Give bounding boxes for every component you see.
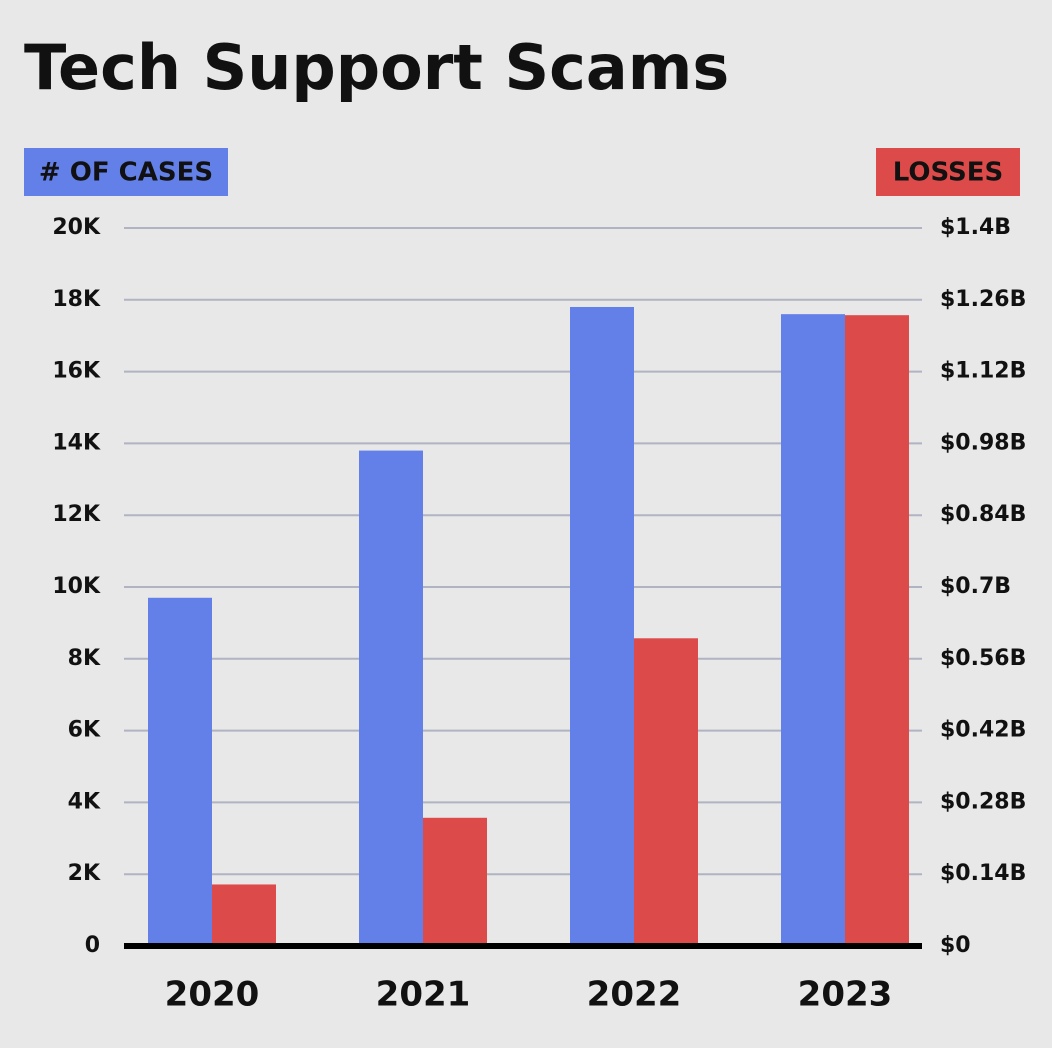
chart-title: Tech Support Scams — [24, 31, 729, 104]
y2-axis-label: LOSSES — [893, 158, 1004, 188]
y-tick-label: 10K — [52, 574, 101, 599]
y2-tick-label: $0.42B — [940, 718, 1026, 743]
y-tick-label: 16K — [52, 359, 101, 384]
y2-tick-label: $0 — [940, 933, 971, 958]
y-tick-label: 0 — [85, 933, 100, 958]
y2-tick-label: $0.98B — [940, 430, 1026, 455]
y2-tick-label: $0.14B — [940, 861, 1026, 886]
y-tick-label: 2K — [68, 861, 101, 886]
x-tick-label: 2021 — [376, 975, 471, 1015]
y-axis-label: # OF CASES — [39, 158, 213, 188]
y-tick-label: 20K — [52, 215, 101, 240]
bar — [634, 638, 698, 946]
bar — [570, 306, 634, 947]
y-tick-label: 12K — [52, 502, 101, 527]
y2-tick-label: $0.84B — [940, 502, 1026, 527]
bar — [781, 314, 845, 946]
bar — [148, 597, 212, 946]
bar — [423, 817, 487, 946]
x-tick-label: 2020 — [165, 975, 260, 1015]
y2-tick-label: $1.12B — [940, 359, 1026, 384]
bar — [845, 315, 909, 947]
y-tick-label: 6K — [68, 718, 101, 743]
y2-tick-label: $0.56B — [940, 646, 1026, 671]
y-label-box — [24, 148, 228, 196]
y-tick-label: 4K — [68, 789, 101, 814]
x-tick-label: 2022 — [587, 975, 682, 1015]
y2-tick-label: $1.26B — [940, 287, 1026, 312]
y2-tick-label: $1.4B — [940, 215, 1011, 240]
y2-tick-label: $0.28B — [940, 789, 1026, 814]
x-tick-label: 2023 — [798, 975, 893, 1015]
y-tick-label: 14K — [52, 430, 101, 455]
y-tick-label: 8K — [68, 646, 101, 671]
bar — [359, 450, 423, 946]
bar — [212, 884, 276, 946]
y2-label-box — [876, 148, 1020, 196]
y-tick-label: 18K — [52, 287, 101, 312]
y2-tick-label: $0.7B — [940, 574, 1011, 599]
